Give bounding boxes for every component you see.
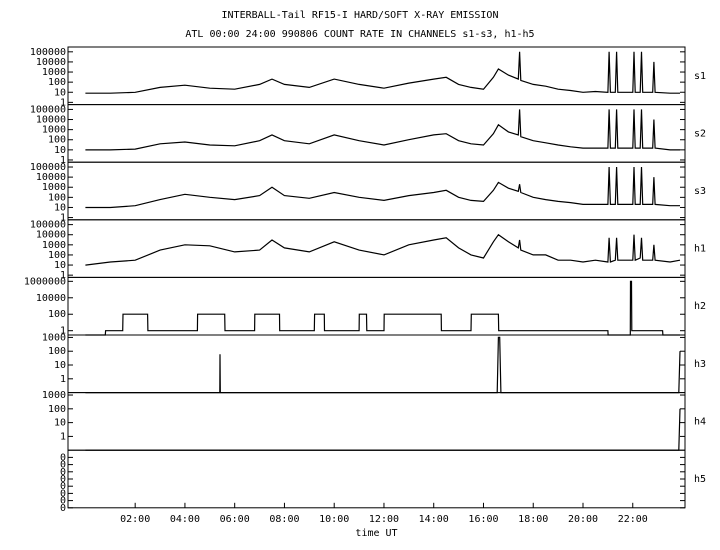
panel-label: s3 — [694, 186, 706, 197]
x-tick-label: 12:00 — [369, 514, 399, 525]
x-tick-label: 14:00 — [419, 514, 449, 525]
y-tick-label: 100 — [48, 77, 66, 88]
panel-label: h4 — [694, 416, 706, 427]
y-tick-label: 1 — [60, 270, 66, 281]
y-tick-label: 100 — [48, 309, 66, 320]
y-tick-label: 0 — [60, 481, 66, 492]
x-tick-label: 08:00 — [269, 514, 299, 525]
y-tick-label: 10 — [54, 360, 66, 371]
panel-label: h1 — [694, 244, 706, 255]
y-tick-label: 0 — [60, 467, 66, 478]
y-tick-label: 1000 — [42, 332, 66, 343]
y-tick-label: 10 — [54, 145, 66, 156]
y-tick-label: 1000 — [42, 240, 66, 251]
x-tick-label: 18:00 — [518, 514, 548, 525]
y-tick-label: 1 — [60, 431, 66, 442]
y-tick-label: 0 — [60, 474, 66, 485]
y-tick-label: 1000 — [42, 182, 66, 193]
y-tick-label: 10000 — [36, 172, 66, 183]
y-tick-label: 1 — [60, 155, 66, 166]
chart-title: INTERBALL-Tail RF15-I HARD/SOFT X-RAY EM… — [222, 10, 499, 21]
y-tick-label: 10 — [54, 260, 66, 271]
y-tick-label: 0 — [60, 503, 66, 514]
y-tick-label: 10000 — [36, 230, 66, 241]
y-tick-label: 1 — [60, 374, 66, 385]
chart-subtitle: ATL 00:00 24:00 990806 COUNT RATE IN CHA… — [185, 29, 534, 40]
y-tick-label: 100 — [48, 192, 66, 203]
y-tick-label: 1000 — [42, 390, 66, 401]
data-line — [85, 280, 680, 336]
data-line — [85, 233, 681, 266]
y-tick-label: 10000 — [36, 115, 66, 126]
y-tick-label: 1000 — [42, 67, 66, 78]
data-line — [85, 51, 680, 94]
panel-label: h2 — [694, 301, 706, 312]
x-tick-label: 02:00 — [120, 514, 150, 525]
panel-label: h3 — [694, 359, 706, 370]
y-tick-label: 100000 — [30, 47, 66, 58]
data-line — [85, 166, 680, 209]
data-line — [85, 109, 680, 151]
y-tick-label: 1 — [60, 213, 66, 224]
panel-label: h5 — [694, 474, 706, 485]
panel-label: s1 — [694, 71, 706, 82]
y-tick-label: 0 — [60, 496, 66, 507]
y-tick-label: 100000 — [30, 162, 66, 173]
x-tick-label: 04:00 — [170, 514, 200, 525]
y-tick-label: 1000 — [42, 125, 66, 136]
y-tick-label: 100000 — [30, 104, 66, 115]
y-tick-label: 0 — [60, 460, 66, 471]
x-tick-label: 22:00 — [618, 514, 648, 525]
y-tick-label: 1 — [60, 326, 66, 337]
y-tick-label: 100 — [48, 346, 66, 357]
panel-label: s2 — [694, 128, 706, 139]
y-tick-label: 100 — [48, 404, 66, 415]
x-tick-label: 20:00 — [568, 514, 598, 525]
y-tick-label: 0 — [60, 452, 66, 463]
y-tick-label: 10 — [54, 87, 66, 98]
y-tick-label: 1000000 — [24, 276, 66, 287]
y-tick-label: 1 — [60, 97, 66, 108]
y-tick-label: 100 — [48, 135, 66, 146]
x-tick-label: 16:00 — [468, 514, 498, 525]
x-tick-label: 10:00 — [319, 514, 349, 525]
y-tick-label: 100 — [48, 250, 66, 261]
y-tick-label: 0 — [60, 488, 66, 499]
y-tick-label: 10 — [54, 418, 66, 429]
y-tick-label: 100000 — [30, 220, 66, 231]
y-tick-label: 10 — [54, 202, 66, 213]
y-tick-label: 10000 — [36, 293, 66, 304]
x-axis-label: time UT — [355, 528, 397, 539]
x-tick-label: 06:00 — [220, 514, 250, 525]
y-tick-label: 10000 — [36, 57, 66, 68]
